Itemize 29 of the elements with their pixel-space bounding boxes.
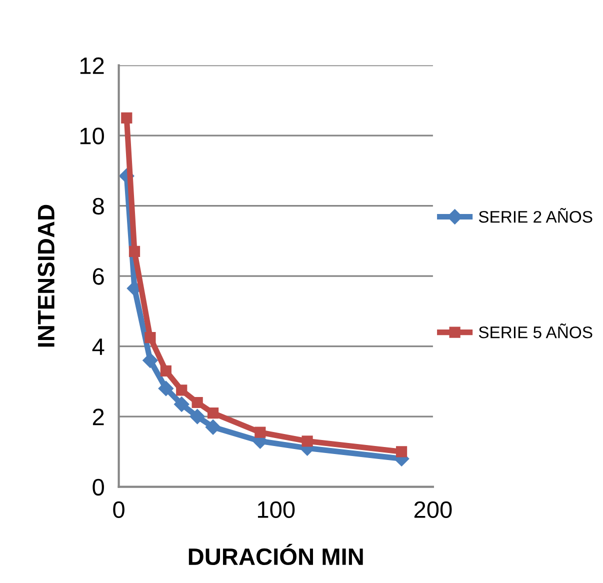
y-tick-label: 12 xyxy=(80,57,104,74)
point xyxy=(144,332,156,344)
point xyxy=(128,246,140,258)
x-axis-title: DURACIÓN MIN xyxy=(188,544,363,566)
point xyxy=(158,380,174,396)
point xyxy=(254,426,266,438)
point xyxy=(142,352,158,368)
point xyxy=(190,408,205,424)
point xyxy=(396,446,408,458)
point xyxy=(176,384,188,396)
x-tick-label: 100 xyxy=(258,501,295,518)
point xyxy=(121,112,132,124)
y-tick-label: 10 xyxy=(80,128,104,144)
y-tick-label: 2 xyxy=(92,408,104,426)
point xyxy=(302,436,313,447)
point xyxy=(174,396,190,412)
y-tick-label: 0 xyxy=(92,478,104,496)
y-tick-label: 6 xyxy=(92,268,104,285)
x-tick-label: 0 xyxy=(113,501,124,518)
point xyxy=(207,407,219,419)
point xyxy=(160,365,172,376)
y-tick-label: 8 xyxy=(92,198,104,215)
y-tick-label: 4 xyxy=(92,338,104,355)
point xyxy=(205,420,221,435)
point xyxy=(192,396,203,408)
legend-label: SERIE 5 AÑOS xyxy=(478,323,592,338)
legend-label: SERIE 2 AÑOS xyxy=(478,208,592,223)
x-tick-label: 200 xyxy=(414,501,452,518)
y-axis-title: INTENSIDAD xyxy=(38,204,55,347)
